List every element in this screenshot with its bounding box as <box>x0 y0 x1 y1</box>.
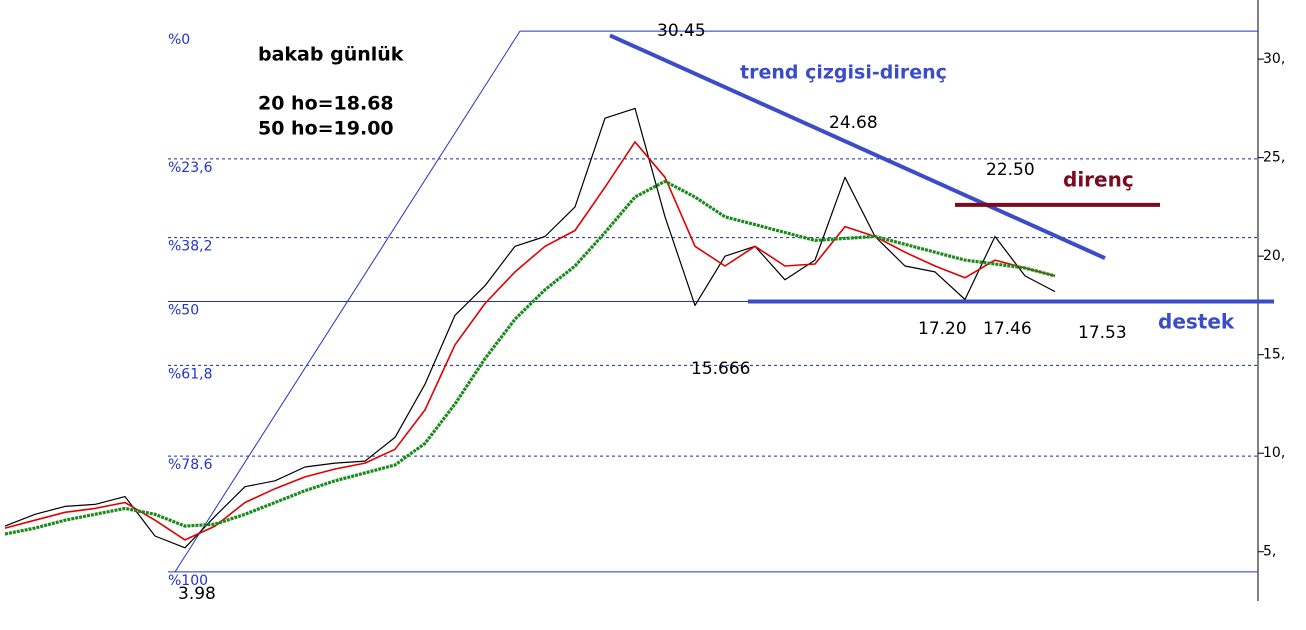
subtitle: 20 ho=18.68 <box>258 93 394 115</box>
annotation: 30.45 <box>657 21 706 41</box>
y-tick-label: 30, <box>1263 51 1285 67</box>
y-tick-label: 15, <box>1263 347 1285 363</box>
fib-label: %78.6 <box>168 457 213 473</box>
price-line <box>4 141 1056 541</box>
subtitle: 50 ho=19.00 <box>258 118 394 140</box>
fib-label: %38,2 <box>168 239 212 255</box>
line-label: trend çizgisi-direnç <box>740 62 947 84</box>
price-line <box>4 179 1056 536</box>
fib-label: %61,8 <box>168 366 212 382</box>
annotation: 17.20 <box>918 319 967 339</box>
annotation: 3.98 <box>178 584 216 604</box>
y-tick-label: 25, <box>1263 150 1285 166</box>
annotation: 15.666 <box>691 359 750 379</box>
annotation: 22.50 <box>986 160 1035 180</box>
drawn-line <box>609 33 1106 260</box>
annotation: 17.46 <box>983 319 1032 339</box>
y-tick-label: 10, <box>1263 445 1285 461</box>
fib-label: %50 <box>168 302 199 318</box>
chart-title: bakab günlük <box>258 44 404 66</box>
annotation: 24.68 <box>829 113 878 133</box>
fib-anchor <box>174 30 521 573</box>
fib-label: %23,6 <box>168 160 213 176</box>
line-label: destek <box>1158 310 1235 334</box>
fib-label: %100 <box>168 573 208 589</box>
y-tick-label: 20, <box>1263 248 1285 264</box>
annotation: 17.53 <box>1078 323 1127 343</box>
y-tick-label: 5, <box>1263 544 1276 560</box>
line-label: direnç <box>1063 168 1134 192</box>
price-line <box>4 107 1056 549</box>
fib-label: %0 <box>168 32 190 48</box>
